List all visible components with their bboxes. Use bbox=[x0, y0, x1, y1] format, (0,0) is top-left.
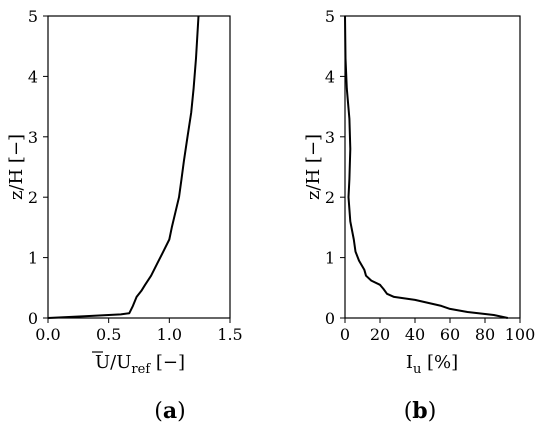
y-tick-label: 5 bbox=[28, 7, 38, 26]
y-tick-label: 0 bbox=[28, 309, 38, 328]
y-tick-label: 5 bbox=[325, 7, 335, 26]
x-axis-label-unit: [%] bbox=[421, 352, 458, 373]
y-tick-label: 4 bbox=[28, 67, 38, 86]
x-tick-label: 0.5 bbox=[96, 325, 121, 344]
y-tick-label: 2 bbox=[28, 188, 38, 207]
x-tick-label: 1.5 bbox=[217, 325, 242, 344]
panel-a: 0.0 0.5 1.0 1.5 0 1 2 3 4 5 z/H [−] U/Uref [−] (a) bbox=[6, 7, 243, 424]
x-axis-label-subscript: ref bbox=[131, 362, 151, 377]
panel-label: (b) bbox=[404, 398, 437, 424]
y-tick-label: 1 bbox=[28, 249, 38, 268]
y-tick-label: 4 bbox=[325, 67, 335, 86]
series-line bbox=[47, 15, 200, 319]
x-tick-label: 100 bbox=[505, 325, 536, 344]
y-tick-label: 0 bbox=[325, 309, 335, 328]
y-axis-label: z/H [−] bbox=[6, 134, 27, 200]
x-tick-label: 1.0 bbox=[157, 325, 182, 344]
y-tick-label: 2 bbox=[325, 188, 335, 207]
x-tick-label: 20 bbox=[370, 325, 390, 344]
series-line bbox=[344, 15, 509, 319]
x-axis-label-subscript: u bbox=[413, 362, 421, 377]
y-tick-label: 1 bbox=[325, 249, 335, 268]
plot-frame bbox=[47, 15, 231, 319]
x-axis-label-unit: [−] bbox=[150, 352, 185, 373]
x-axis-label-main: U/U bbox=[95, 352, 131, 373]
y-tick-label: 3 bbox=[325, 128, 335, 147]
x-axis-label: Iu [%] bbox=[406, 352, 458, 377]
x-tick-label: 0 bbox=[340, 325, 350, 344]
x-tick-label: 0.0 bbox=[35, 325, 60, 344]
y-axis-label: z/H [−] bbox=[303, 134, 324, 200]
x-axis-label: U/Uref [−] bbox=[95, 352, 185, 377]
x-tick-label: 40 bbox=[405, 325, 425, 344]
y-tick-label: 3 bbox=[28, 128, 38, 147]
panel-b: 0 20 40 60 80 100 0 1 2 3 4 5 z/H [−] Iu [%] (b) bbox=[303, 7, 535, 424]
plot-frame bbox=[344, 15, 521, 319]
x-tick-label: 80 bbox=[475, 325, 495, 344]
panel-label: (a) bbox=[154, 398, 185, 424]
x-tick-label: 60 bbox=[440, 325, 460, 344]
x-axis-label-main: I bbox=[406, 352, 413, 373]
